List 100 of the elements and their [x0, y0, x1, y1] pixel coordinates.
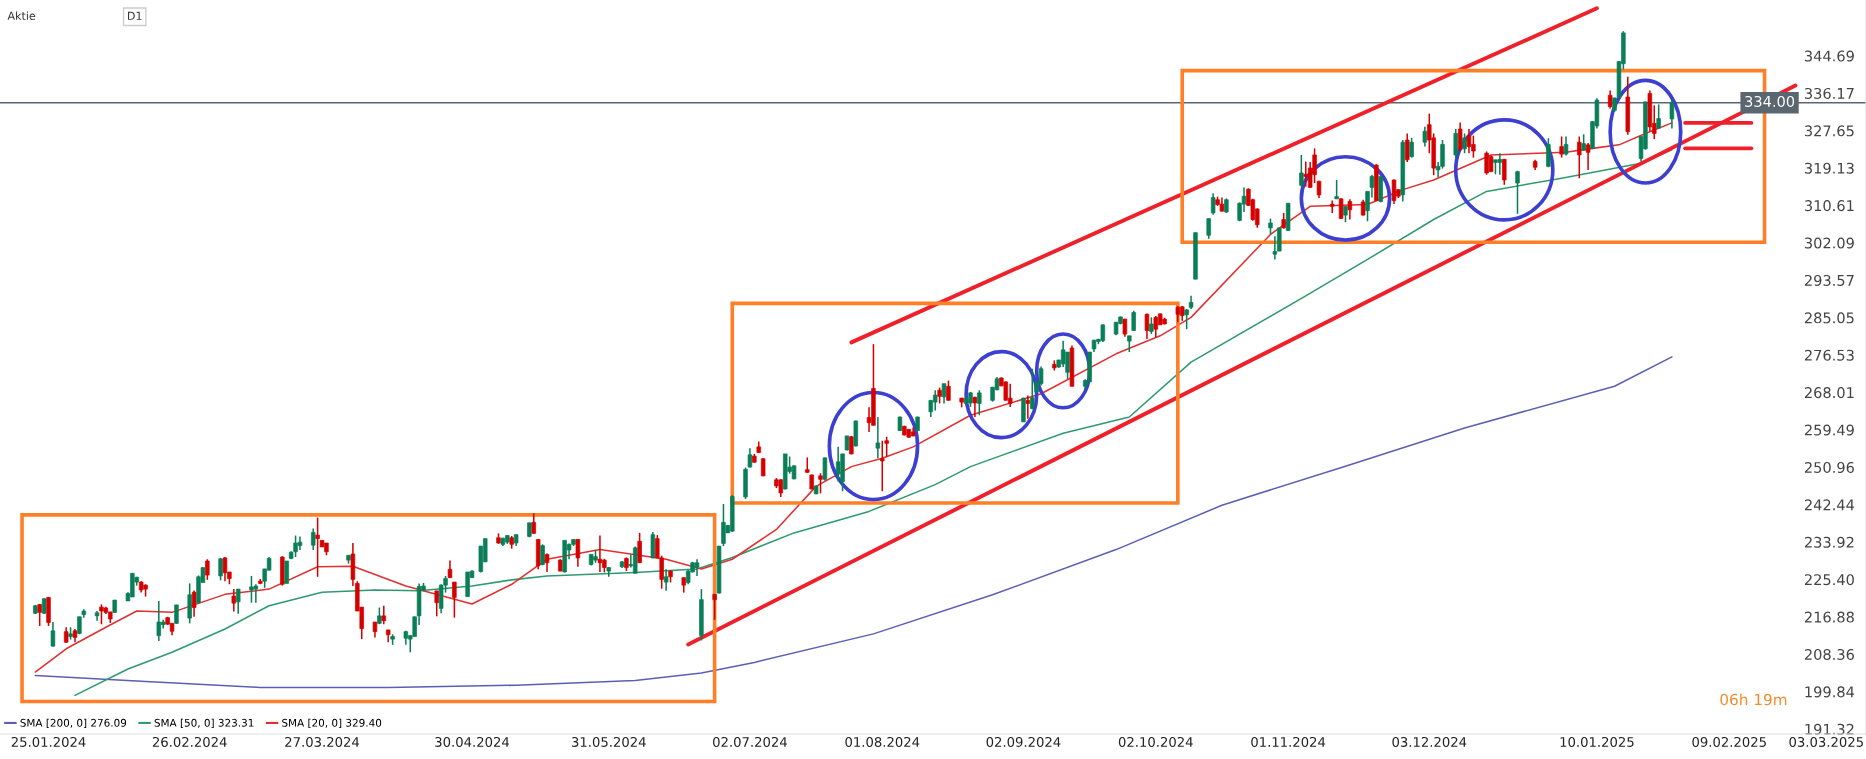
x-tick-label: 02.07.2024 [713, 736, 787, 747]
candlestick [191, 589, 197, 618]
candlestick [315, 516, 320, 578]
y-tick-label: 250.96 [1804, 461, 1854, 473]
candlestick [835, 446, 841, 483]
candlestick [637, 532, 642, 564]
candlestick [650, 531, 656, 560]
candlestick [822, 456, 828, 482]
candlestick [1030, 367, 1035, 410]
candlestick [1409, 137, 1414, 159]
y-tick-label: 319.13 [1804, 162, 1854, 174]
x-tick-label: 25.01.2024 [11, 736, 86, 747]
candlestick [663, 568, 669, 592]
y-tick-label: 268.01 [1804, 387, 1854, 399]
candlestick [231, 588, 237, 613]
y-tick-label: 302.09 [1804, 237, 1854, 249]
candlestick [1405, 132, 1410, 163]
candlestick [1299, 154, 1304, 188]
candlestick [1546, 137, 1551, 169]
y-tick-label: 293.57 [1804, 274, 1854, 286]
y-tick-label: 327.65 [1804, 125, 1854, 137]
x-tick-label: 26.02.2024 [152, 736, 227, 747]
y-tick-label: 191.32 [1805, 723, 1854, 735]
line-series [34, 356, 1673, 689]
y-tick-label: 199.84 [1805, 686, 1855, 698]
candlestick [977, 389, 982, 417]
candlestick [37, 603, 42, 627]
legend-label: SMA [20, 0] 329.40 [282, 718, 382, 728]
text: D1 [127, 11, 142, 20]
x-tick-label: 02.09.2024 [986, 736, 1061, 747]
legend-label: SMA [200, 0] 276.09 [20, 718, 127, 728]
x-tick-label: 02.10.2024 [1118, 736, 1193, 747]
candlestick [932, 389, 938, 412]
candlestick [880, 439, 885, 492]
candlestick [1502, 158, 1507, 186]
candlestick [1334, 179, 1339, 200]
candlestick [875, 416, 881, 460]
candlestick [946, 379, 951, 402]
candlestick [50, 621, 56, 648]
y-tick-label: 336.17 [1804, 87, 1854, 99]
candlestick [712, 593, 717, 621]
x-tick-label: 01.11.2024 [1251, 736, 1326, 747]
candlestick [235, 588, 241, 615]
candlestick [1577, 135, 1582, 179]
candlestick [222, 556, 228, 582]
candlestick [452, 581, 457, 619]
y-tick-label: 344.69 [1804, 50, 1854, 62]
candlestick [1131, 310, 1136, 332]
candlestick [284, 560, 289, 585]
y-tick-label: 276.53 [1804, 349, 1854, 361]
candlestick [187, 582, 192, 625]
candlestick [1656, 103, 1661, 130]
y-tick-label: 310.61 [1804, 200, 1854, 212]
candlestick [1391, 178, 1397, 205]
x-tick-label: 10.01.2025 [1560, 736, 1634, 747]
x-tick-label: 03.12.2024 [1392, 736, 1467, 747]
y-tick-label: 225.40 [1804, 574, 1854, 586]
candlestick [1462, 132, 1467, 154]
candlestick [1025, 394, 1031, 420]
candlestick [531, 512, 536, 535]
candlestick [1497, 152, 1503, 176]
candlestick [1206, 217, 1211, 240]
candlestick [249, 575, 254, 604]
candlestick [1515, 169, 1520, 215]
y-tick-label: 208.36 [1804, 648, 1854, 660]
x-tick-label: 31.05.2024 [572, 736, 646, 747]
candlestick [293, 534, 298, 558]
candlestick [434, 590, 439, 618]
x-tick-label: 30.04.2024 [435, 736, 510, 747]
y-tick-label: 233.92 [1804, 536, 1854, 548]
candlestick [99, 603, 104, 625]
candlestick [1453, 128, 1458, 159]
candlestick [381, 605, 387, 625]
candlestick [310, 527, 316, 551]
candlestick [174, 604, 179, 625]
candlestick [575, 538, 581, 568]
y-tick-label: 216.88 [1804, 611, 1854, 623]
candlestick [1007, 382, 1013, 408]
y-tick-label: 259.49 [1804, 424, 1854, 436]
candlestick [1585, 142, 1591, 171]
x-tick-label: 01.08.2024 [845, 736, 920, 747]
candlestick [941, 382, 947, 405]
candlestick [1457, 121, 1463, 152]
candlestick [1422, 126, 1428, 148]
candlestick [1559, 135, 1564, 159]
candlestick [1210, 192, 1216, 216]
candlestick [1144, 312, 1150, 340]
candlestick [1347, 198, 1353, 221]
x-tick-label: 03.03.2025 [1789, 736, 1863, 747]
legend-label: SMA [50, 0] 323.31 [154, 718, 254, 728]
candlestick [1669, 99, 1675, 130]
y-tick-label: 242.44 [1804, 499, 1855, 511]
candlestick [1021, 396, 1026, 423]
ref-line-label: 334.00 [1745, 95, 1795, 107]
y-tick-label: 285.05 [1804, 312, 1854, 324]
x-tick-label: 27.03.2024 [285, 736, 360, 747]
candlestick [205, 558, 210, 581]
candlestick [597, 534, 603, 573]
text: Aktie [7, 11, 36, 20]
candlestick [818, 472, 823, 495]
